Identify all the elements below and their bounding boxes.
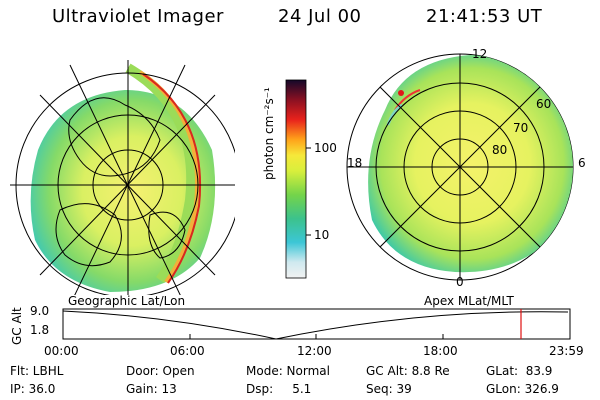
colorbar-tick-10: 10 [314, 228, 330, 242]
mlt-label-left: 18 [347, 156, 363, 170]
door-status: Door: Open [126, 364, 195, 378]
instrument-title: Ultraviolet Imager [52, 6, 224, 27]
altitude-ylabel: GC Alt [10, 307, 24, 345]
mlat-label-80: 80 [492, 143, 508, 157]
altitude-xtick: 18:00 [423, 344, 458, 358]
right-panel-caption: Apex MLat/MLT [424, 294, 514, 308]
left-panel-caption: Geographic Lat/Lon [68, 294, 186, 308]
altitude-ytick-high: 9.0 [30, 304, 50, 318]
gc-altitude-status: GC Alt: 8.8 Re [366, 364, 450, 378]
polar-map [346, 53, 574, 281]
altitude-trace [62, 310, 569, 340]
altitude-ytick-low: 1.8 [30, 323, 50, 337]
colorbar-unit-label: photon cm⁻²s⁻¹ [262, 87, 276, 180]
colorbar-tick-100: 100 [314, 141, 337, 155]
sequence-status: Seq: 39 [366, 382, 412, 396]
dsp-status: Dsp: 5.1 [246, 382, 312, 396]
mlt-label-top: 12 [472, 47, 488, 61]
altitude-xtick: 06:00 [170, 344, 205, 358]
altitude-xtick: 23:59 [549, 344, 584, 358]
date-label: 24 Jul 00 [278, 6, 362, 27]
colorbar [285, 79, 307, 279]
gain-status: Gain: 13 [126, 382, 177, 396]
altitude-xtick: 12:00 [297, 344, 332, 358]
geo-latitude-status: GLat: 83.9 [486, 364, 553, 378]
ip-status: IP: 36.0 [10, 382, 56, 396]
mlat-label-60: 60 [536, 97, 552, 111]
time-label: 21:41:53 UT [426, 6, 543, 27]
geographic-map [10, 60, 235, 295]
mlt-label-right: 6 [578, 156, 586, 170]
geo-longitude-status: GLon: 326.9 [486, 382, 559, 396]
mlt-label-bottom: 0 [456, 275, 464, 289]
mode-status: Mode: Normal [246, 364, 330, 378]
altitude-xtick: 00:00 [44, 344, 79, 358]
mlat-label-70: 70 [513, 121, 529, 135]
filter-status: Flt: LBHL [10, 364, 64, 378]
